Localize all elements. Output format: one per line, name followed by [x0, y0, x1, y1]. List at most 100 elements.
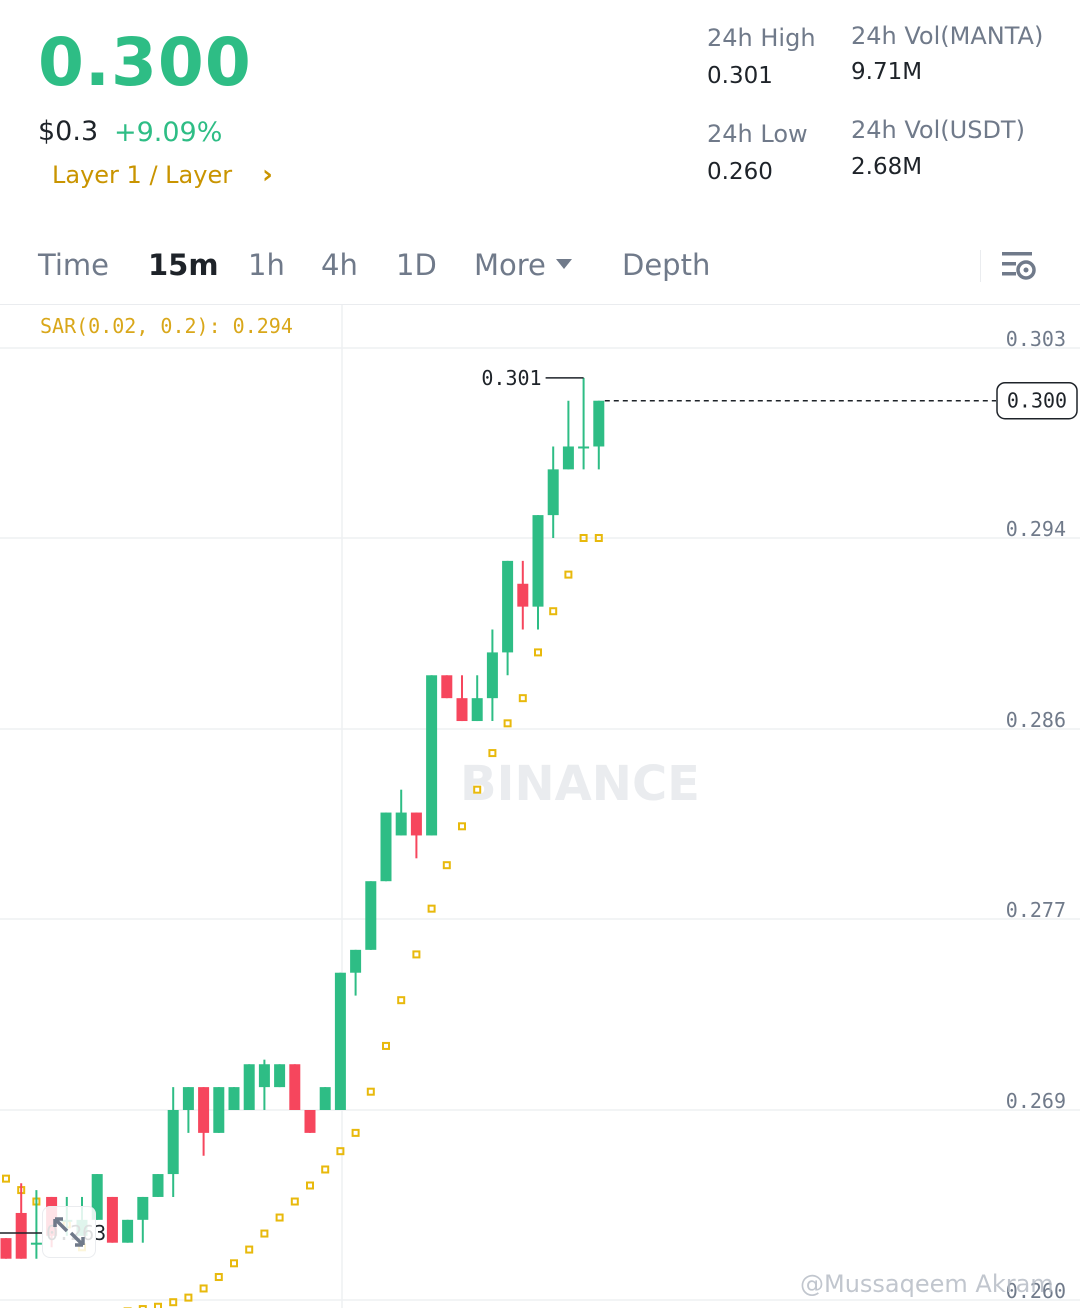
candlestick[interactable]	[304, 1110, 316, 1133]
tab-15m[interactable]: 15m	[148, 248, 219, 282]
candle-body	[517, 583, 529, 607]
sar-dot	[458, 822, 466, 831]
candle-body	[350, 949, 362, 973]
candlestick[interactable]	[274, 1064, 286, 1088]
sar-dot	[442, 861, 451, 870]
candlestick[interactable]	[243, 1064, 255, 1110]
chart-settings-icon[interactable]	[1000, 248, 1038, 284]
tab-time[interactable]: Time	[38, 248, 109, 282]
candlestick[interactable]	[122, 1219, 134, 1243]
candle-body	[486, 652, 498, 699]
tab-more-label: More	[474, 248, 546, 282]
tab-depth[interactable]: Depth	[622, 248, 711, 282]
candlestick[interactable]	[578, 377, 590, 470]
price-chart[interactable]: 0.303 0.294 0.286 0.277 0.269 0.260 BINANCE 0…	[0, 305, 1080, 1308]
interval-tabs: Time 15m 1h 4h 1D More Depth	[0, 230, 1080, 305]
expand-chart-button[interactable]	[42, 1206, 96, 1258]
candle-body	[547, 469, 559, 516]
candlestick[interactable]	[106, 1196, 118, 1243]
candlestick[interactable]	[213, 1087, 225, 1133]
candle-body	[593, 400, 605, 447]
candlestick[interactable]	[137, 1196, 149, 1243]
candle-body	[380, 812, 392, 882]
candle-body	[426, 675, 438, 836]
candle-body	[471, 698, 483, 722]
candlestick[interactable]	[441, 675, 453, 699]
sar-dot	[214, 1273, 223, 1282]
sar-dot	[382, 1041, 390, 1050]
candlestick[interactable]	[350, 949, 362, 996]
candlestick[interactable]	[502, 560, 514, 676]
sar-dot	[275, 1213, 284, 1222]
candlestick[interactable]	[0, 1238, 12, 1259]
candle-body	[30, 1242, 42, 1245]
candlestick[interactable]	[380, 812, 392, 882]
sar-dot	[534, 648, 542, 657]
vol-base-value: 9.71M	[851, 59, 923, 85]
price-tick-label: 0.277	[1006, 898, 1066, 922]
sar-dot	[2, 1174, 10, 1183]
sar-dot	[184, 1293, 193, 1302]
candlestick[interactable]	[15, 1183, 27, 1259]
price-tick-label: 0.286	[1006, 708, 1066, 732]
candle-body	[441, 675, 453, 699]
candle-body	[106, 1196, 118, 1243]
candle-body	[198, 1087, 210, 1133]
candlestick[interactable]	[562, 400, 574, 470]
candlestick[interactable]	[456, 675, 468, 722]
candle-body	[137, 1196, 149, 1220]
candlestick[interactable]	[532, 515, 544, 630]
candlestick[interactable]	[547, 446, 559, 538]
candle-body	[274, 1064, 286, 1088]
candlestick[interactable]	[486, 629, 498, 722]
candlestick[interactable]	[289, 1064, 301, 1110]
candlestick[interactable]	[471, 675, 483, 722]
candlestick[interactable]	[198, 1087, 210, 1156]
price-tick-label: 0.303	[1006, 327, 1066, 351]
candle-body	[258, 1064, 270, 1088]
candle-body	[532, 515, 544, 607]
candle-body	[410, 812, 422, 836]
tab-more[interactable]: More	[474, 248, 572, 282]
candle-body	[304, 1110, 316, 1133]
candle-body	[456, 698, 468, 722]
candle-body	[334, 972, 346, 1110]
category-tag[interactable]: Layer 1 / Layer ›	[52, 160, 273, 190]
candlestick[interactable]	[334, 972, 346, 1110]
sar-dot	[306, 1181, 314, 1190]
last-price: 0.300	[38, 24, 252, 101]
candlestick[interactable]	[152, 1174, 164, 1197]
high-label: 24h High	[707, 24, 816, 52]
tab-4h[interactable]: 4h	[321, 248, 358, 282]
sar-dot	[564, 570, 573, 579]
candlestick[interactable]	[426, 675, 438, 836]
tab-1d[interactable]: 1D	[396, 248, 437, 282]
candle-body	[243, 1064, 255, 1110]
sar-dot	[169, 1298, 178, 1307]
low-label: 24h Low	[707, 120, 808, 148]
candlestick[interactable]	[517, 560, 529, 630]
vol-quote-value: 2.68M	[851, 154, 923, 180]
candle-body	[289, 1064, 301, 1110]
tab-1h[interactable]: 1h	[248, 248, 285, 282]
candlestick[interactable]	[258, 1059, 270, 1110]
candlestick[interactable]	[395, 789, 407, 836]
candlestick[interactable]	[593, 400, 605, 470]
candlestick[interactable]	[319, 1087, 331, 1110]
candlestick[interactable]	[167, 1087, 179, 1197]
candlestick[interactable]	[228, 1087, 240, 1110]
candle-body	[578, 446, 590, 449]
candlestick[interactable]	[410, 812, 422, 859]
tab-divider	[980, 250, 981, 282]
candle-body	[395, 812, 407, 836]
sar-dot	[321, 1165, 330, 1174]
candlestick[interactable]	[91, 1174, 103, 1220]
sar-dot	[351, 1128, 360, 1137]
candlestick[interactable]	[182, 1087, 194, 1133]
price-tick-label: 0.269	[1006, 1089, 1066, 1113]
candle-body	[365, 881, 377, 950]
candle-body	[152, 1174, 164, 1197]
candlestick[interactable]	[30, 1190, 42, 1259]
sar-dot	[290, 1197, 299, 1206]
candlestick[interactable]	[365, 881, 377, 950]
